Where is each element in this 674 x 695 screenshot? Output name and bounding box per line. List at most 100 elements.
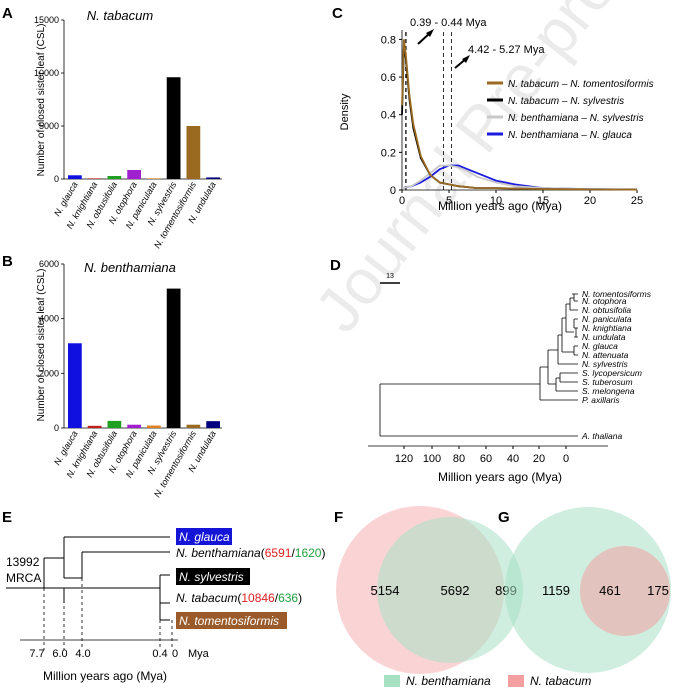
- x-tick-label: 80: [453, 453, 465, 465]
- panel-e-taxon-glauca: N. glauca: [179, 530, 230, 544]
- panel-d-x-ticks: 120 100 80 60 40 20 0: [395, 446, 569, 465]
- panel-e-taxon-tabacum-line: N. tabacum(10846/636): [176, 591, 302, 605]
- panel-c-ylabel: Density: [339, 93, 351, 130]
- panel-c-letter: C: [332, 5, 343, 22]
- panel-b-title: N. benthamiana: [84, 260, 176, 275]
- bar: [87, 178, 102, 179]
- y-tick-label: 0.6: [381, 72, 396, 84]
- sylvestris-box: [176, 568, 250, 585]
- panel-e-tick-5: 0: [172, 648, 178, 660]
- taxon-label: P. axillaris: [582, 395, 620, 405]
- series-line: [401, 39, 638, 191]
- bar: [186, 126, 201, 179]
- x-tick-label: 5: [446, 195, 452, 207]
- panel-d-letter: D: [330, 257, 341, 274]
- panel-c-xlabel: Million years ago (Mya): [438, 199, 562, 213]
- panel-e-mya: Mya: [188, 648, 210, 660]
- x-tick-label: 25: [631, 195, 643, 207]
- venn-g-left: 1159: [542, 583, 570, 598]
- y-tick-label: 0: [54, 174, 59, 184]
- panel-e-tick-4: 0.4: [152, 648, 167, 660]
- legend-tabacum-swatch: [508, 675, 524, 687]
- x-tick-label: 0: [563, 453, 569, 465]
- panel-b-letter: B: [2, 253, 13, 270]
- panel-d-scale-label: 13: [386, 273, 394, 280]
- panel-e-tick-3: 4.0: [75, 648, 90, 660]
- panel-e-dashes: [43, 578, 173, 650]
- taxon-label: N. paniculata: [582, 314, 632, 324]
- bar: [127, 169, 141, 179]
- venn-g-mid: 461: [599, 583, 621, 598]
- taxon-label: N. obtusifolia: [582, 305, 631, 315]
- legend-benthamiana-label: N. benthamiana: [406, 674, 491, 688]
- bar: [166, 77, 181, 179]
- panel-e-count: 13992: [6, 555, 40, 569]
- panel-c-density-chart: 0 5 10 15 20 25 0 0.2 0.4 0.6 0.8: [381, 30, 643, 207]
- x-tick-label: 120: [395, 453, 413, 465]
- legend-label: N. tabacum – N. tomentosiformis: [508, 79, 654, 90]
- taxon-label: N. attenuata: [582, 350, 629, 360]
- x-tick-label: 60: [480, 453, 492, 465]
- panel-c-annotation-1: 0.39 - 0.44 Mya: [410, 17, 487, 29]
- y-tick-label: 10000: [34, 68, 59, 78]
- y-tick-label: 15000: [34, 15, 59, 25]
- panel-e-taxon-sylvestris: N. sylvestris: [179, 570, 244, 584]
- y-tick-label: 0: [54, 423, 59, 433]
- x-tick-label: 40: [507, 453, 519, 465]
- panel-b-ylabel: Number of closed sister leaf (CSL): [36, 269, 47, 422]
- panel-e-tick-2: 6.0: [52, 648, 67, 660]
- y-tick-label: 5000: [39, 121, 59, 131]
- taxon-label: N. knightiana: [582, 323, 632, 333]
- bar: [206, 177, 220, 179]
- y-tick-label: 2000: [39, 368, 59, 378]
- panel-g-letter: G: [498, 509, 510, 526]
- panel-e-mrca: MRCA: [6, 571, 41, 585]
- taxon-label: A. thaliana: [581, 431, 622, 441]
- bar: [147, 425, 161, 428]
- panel-a-title: N. tabacum: [87, 8, 154, 23]
- legend-benthamiana-swatch: [384, 675, 400, 687]
- bar: [186, 424, 201, 428]
- panel-a-letter: A: [2, 5, 13, 22]
- panel-f-letter: F: [334, 509, 343, 526]
- bar: [107, 176, 122, 179]
- panel-e-tick-1: 7.7: [29, 648, 44, 660]
- x-tick-label: 10: [490, 195, 502, 207]
- venn-g-right: 175: [647, 583, 669, 598]
- panel-e-taxon-benthamiana-line: N. benthamiana(6591/1620): [176, 546, 325, 560]
- taxon-label: S. tuberosum: [582, 377, 633, 387]
- taxon-label: N. glauca: [582, 341, 618, 351]
- legend-tabacum-label: N. tabacum: [530, 674, 591, 688]
- series-line: [401, 164, 638, 191]
- panel-d-tree: [379, 293, 578, 437]
- bar: [68, 343, 82, 428]
- taxon-label: N. sylvestris: [582, 359, 629, 369]
- venn-g-tabacum: [580, 546, 670, 636]
- venn-f-left: 5154: [371, 583, 400, 598]
- panel-e-letter: E: [2, 509, 12, 526]
- y-tick-label: 0.8: [381, 34, 396, 46]
- bar: [107, 420, 122, 428]
- bar: [166, 288, 181, 428]
- panel-c-legend: N. tabacum – N. tomentosiformis N. tabacu…: [487, 79, 654, 141]
- panel-c-arrows: [417, 29, 470, 69]
- x-tick-label: 0: [399, 195, 405, 207]
- taxon-label: S. melongena: [582, 386, 635, 396]
- panel-a-ylabel: Number of closed sister leaf (CSL): [36, 24, 47, 177]
- x-tick-label: 15: [537, 195, 549, 207]
- bar: [87, 425, 102, 428]
- panel-d-xlabel: Million years ago (Mya): [438, 470, 562, 484]
- taxon-label: N. otophora: [582, 296, 627, 306]
- x-tick-label: 20: [584, 195, 596, 207]
- bar: [127, 424, 141, 428]
- venn-f-benthamiana: [377, 517, 523, 663]
- taxon-label: N. tomentosiforms: [582, 289, 652, 299]
- y-tick-label: 0.4: [381, 110, 396, 122]
- taxon-label: N. undulata: [582, 332, 626, 342]
- glauca-box: [176, 528, 232, 545]
- legend-label: N. tabacum – N. sylvestris: [508, 96, 624, 107]
- bar: [68, 175, 82, 179]
